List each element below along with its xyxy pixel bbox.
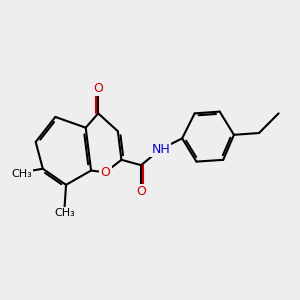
Text: O: O — [136, 185, 146, 199]
Text: O: O — [93, 82, 103, 95]
Text: CH₃: CH₃ — [54, 208, 75, 218]
Text: CH₃: CH₃ — [11, 169, 32, 178]
Text: NH: NH — [151, 142, 170, 156]
Text: O: O — [100, 166, 110, 179]
